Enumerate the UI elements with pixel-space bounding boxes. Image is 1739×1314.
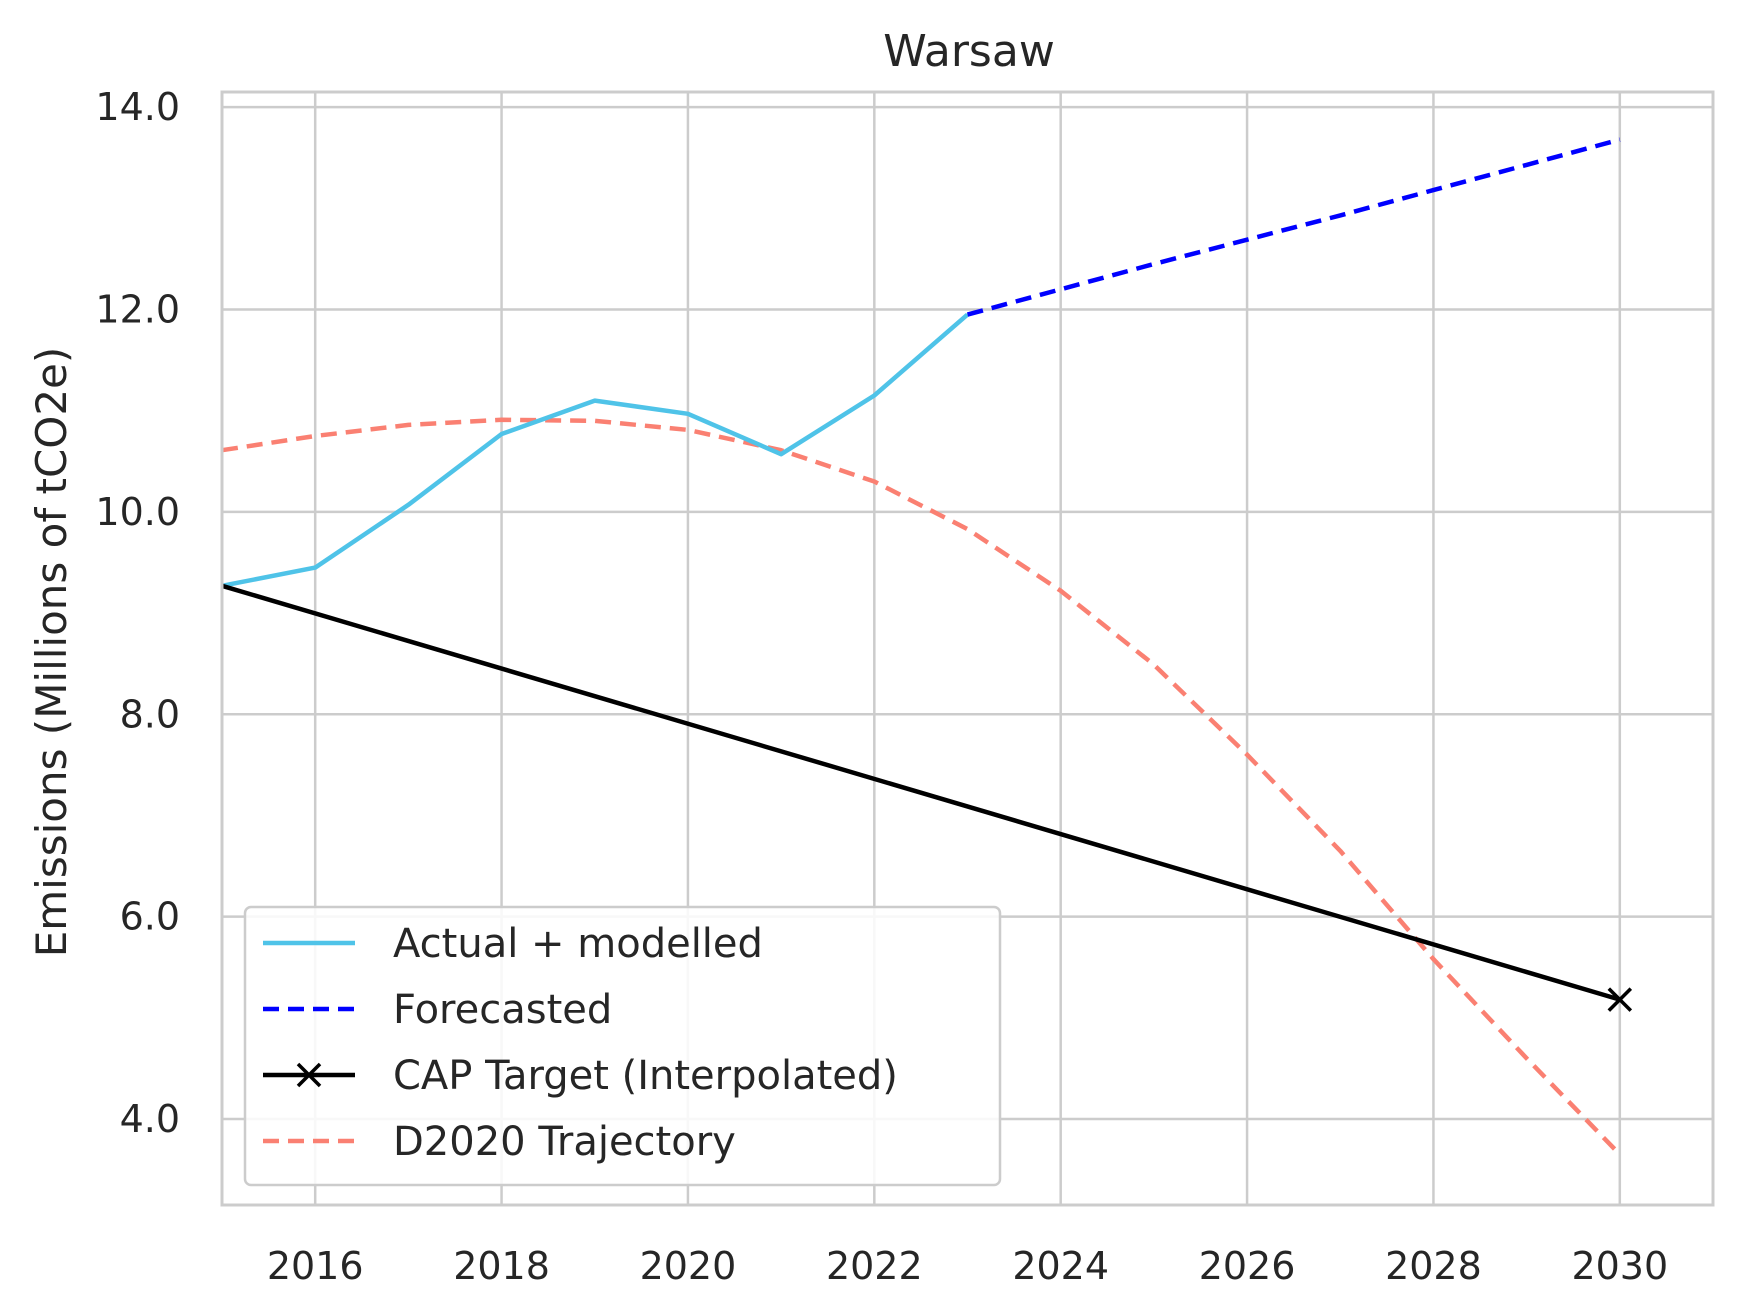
y-tick-label: 14.0: [95, 85, 180, 129]
legend-item-forecasted: Forecasted: [263, 987, 612, 1033]
x-axis-tick-labels: 2016 2018 2020 2022 2024 2026 2028 2030: [267, 1244, 1668, 1288]
y-tick-label: 12.0: [95, 288, 180, 332]
y-tick-label: 6.0: [120, 895, 180, 939]
series-line-forecasted: [966, 137, 1621, 317]
x-tick-label: 2022: [826, 1244, 923, 1288]
legend-item-actual-modelled: Actual + modelled: [263, 921, 763, 967]
legend-item-cap-target-interpolated: CAP Target (Interpolated): [263, 1053, 898, 1099]
x-tick-label: 2030: [1571, 1244, 1668, 1288]
legend-label: Actual + modelled: [393, 921, 763, 967]
series-lines: [221, 137, 1633, 1156]
series-line-actual-modelled: [221, 312, 969, 589]
chart-title: Warsaw: [883, 26, 1055, 77]
y-axis-tick-labels: 4.0 6.0 8.0 10.0 12.0 14.0: [95, 85, 180, 1141]
x-tick-label: 2018: [453, 1244, 550, 1288]
series-line-d2020-trajectory: [221, 417, 1622, 1156]
legend-box: [243, 905, 1002, 1187]
y-axis-label: Emissions (Millions of tCO2e): [27, 347, 76, 958]
legend: Actual + modelled Forecasted CAP Target (I…: [243, 905, 1002, 1187]
legend-label: D2020 Trajectory: [393, 1119, 736, 1165]
y-tick-label: 4.0: [120, 1097, 180, 1141]
legend-item-d2020-trajectory: D2020 Trajectory: [263, 1119, 736, 1165]
x-tick-label: 2028: [1385, 1244, 1482, 1288]
y-tick-label: 8.0: [120, 692, 180, 736]
legend-label: CAP Target (Interpolated): [393, 1053, 898, 1099]
gridlines: [222, 92, 1713, 1205]
x-tick-label: 2020: [640, 1244, 737, 1288]
cap-target-x-marker: [1607, 987, 1633, 1012]
legend-label: Forecasted: [393, 987, 612, 1033]
x-tick-label: 2024: [1012, 1244, 1109, 1288]
x-tick-label: 2016: [267, 1244, 364, 1288]
plot-area-frame: [220, 90, 1715, 1207]
y-tick-label: 10.0: [95, 490, 180, 534]
series-line-cap-target-interpolated: [221, 583, 1621, 1002]
x-tick-label: 2026: [1199, 1244, 1296, 1288]
